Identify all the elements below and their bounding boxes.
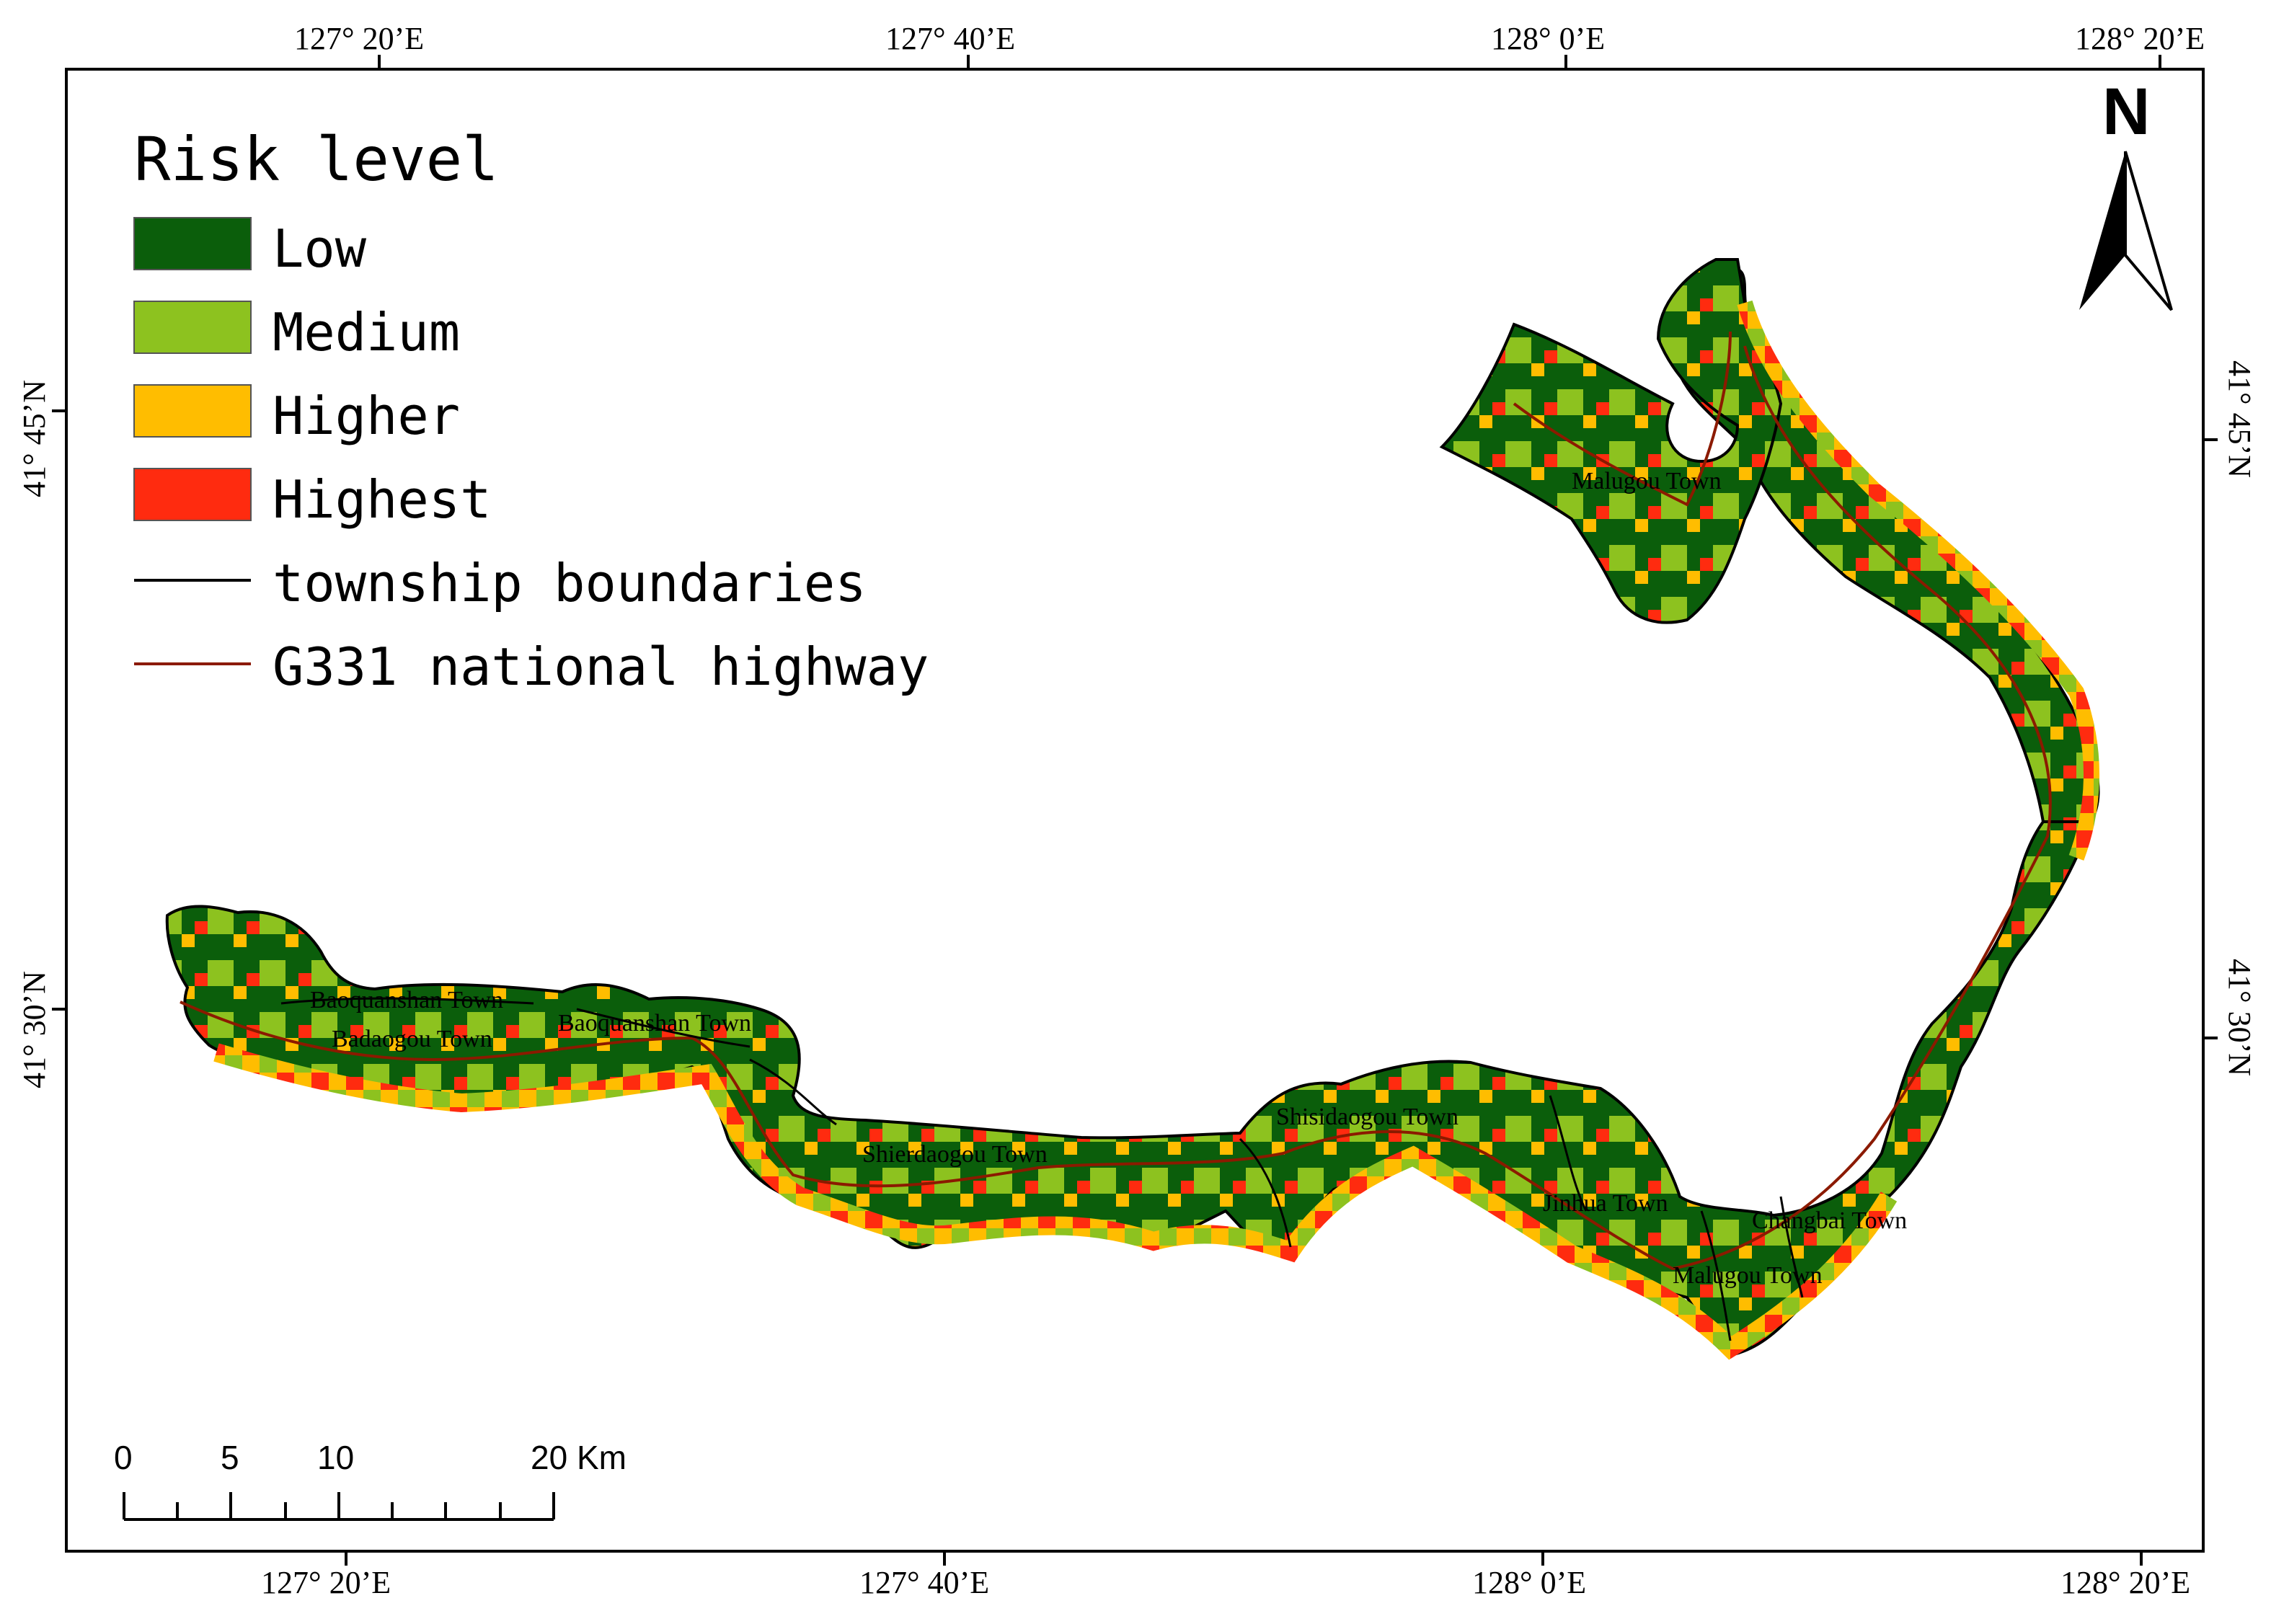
legend-label-township: township boundaries — [273, 553, 867, 613]
town-label: Shierdaogou Town — [862, 1141, 1048, 1168]
legend-swatch-highest — [133, 468, 252, 521]
graticule-top-label: 127° 40’E — [885, 21, 1015, 56]
scale-bar: 0 5 10 20 Km — [114, 1439, 627, 1521]
legend: Risk level Low Medium Higher Highest tow… — [133, 124, 929, 697]
town-label: Malugou Town — [1673, 1262, 1823, 1289]
legend-label-low: Low — [273, 218, 367, 279]
legend-swatch-low — [133, 217, 252, 270]
graticule-left-label: 41° 45’N — [17, 380, 52, 497]
graticule-right-label: 41° 30’N — [2222, 959, 2257, 1076]
legend-label-highway: G331 national highway — [273, 636, 929, 697]
graticule-right-labels: 41° 45’N 41° 30’N — [2222, 360, 2257, 1076]
legend-label-highest: Highest — [273, 469, 491, 530]
scale-label: 10 — [317, 1439, 354, 1476]
hazard-band-south — [213, 1043, 1898, 1360]
north-arrow-icon — [2079, 151, 2125, 310]
legend-title: Risk level — [134, 124, 499, 195]
north-arrow-outline-icon — [2124, 151, 2173, 311]
scale-label: 20 Km — [531, 1439, 627, 1476]
map-frame — [65, 68, 2205, 1553]
town-label: Baoquanshan Town — [558, 1010, 751, 1037]
graticule-right-label: 41° 45’N — [2222, 360, 2257, 478]
graticule-ticks — [52, 55, 2218, 1566]
town-label: Baoquanshan Town — [310, 987, 503, 1013]
township-boundaries — [280, 997, 1804, 1341]
graticule-left-label: 41° 30’N — [17, 971, 52, 1088]
legend-label-medium: Medium — [273, 302, 460, 363]
study-area — [165, 258, 2100, 1360]
graticule-top-label: 128° 0’E — [1491, 21, 1605, 56]
legend-swatch-higher — [133, 384, 252, 438]
corridor-north — [1439, 258, 1783, 624]
legend-label-higher: Higher — [273, 386, 460, 446]
graticule-left-labels: 41° 45’N 41° 30’N — [17, 380, 52, 1088]
graticule-bottom-label: 128° 0’E — [1472, 1565, 1586, 1600]
graticule-bottom-label: 127° 20’E — [261, 1565, 391, 1600]
scale-label: 5 — [221, 1439, 239, 1476]
town-label: Changbai Town — [1752, 1207, 1907, 1234]
north-label: N — [2102, 75, 2150, 148]
town-label: Badaogou Town — [332, 1026, 492, 1052]
town-label: Jinhua Town — [1543, 1190, 1668, 1217]
graticule-top-label: 128° 20’E — [2075, 21, 2205, 56]
graticule-bottom-label: 127° 40’E — [859, 1565, 989, 1600]
graticule-bottom-label: 128° 20’E — [2060, 1565, 2190, 1600]
graticule-bottom-labels: 127° 20’E 127° 40’E 128° 0’E 128° 20’E — [261, 1565, 2190, 1600]
graticule-top-labels: 127° 20’E 127° 40’E 128° 0’E 128° 20’E — [294, 21, 2205, 56]
scale-label: 0 — [114, 1439, 133, 1476]
town-label: Shisidaogou Town — [1276, 1104, 1458, 1130]
graticule-top-label: 127° 20’E — [294, 21, 424, 56]
legend-swatch-medium — [133, 301, 252, 354]
town-label: Malugou Town — [1572, 468, 1722, 494]
north-arrow: N — [2079, 75, 2173, 311]
hazard-band-east — [1737, 300, 2099, 861]
town-labels: Malugou Town Baoquanshan Town Badaogou T… — [310, 468, 1907, 1289]
g331-highway-line — [180, 331, 2052, 1271]
